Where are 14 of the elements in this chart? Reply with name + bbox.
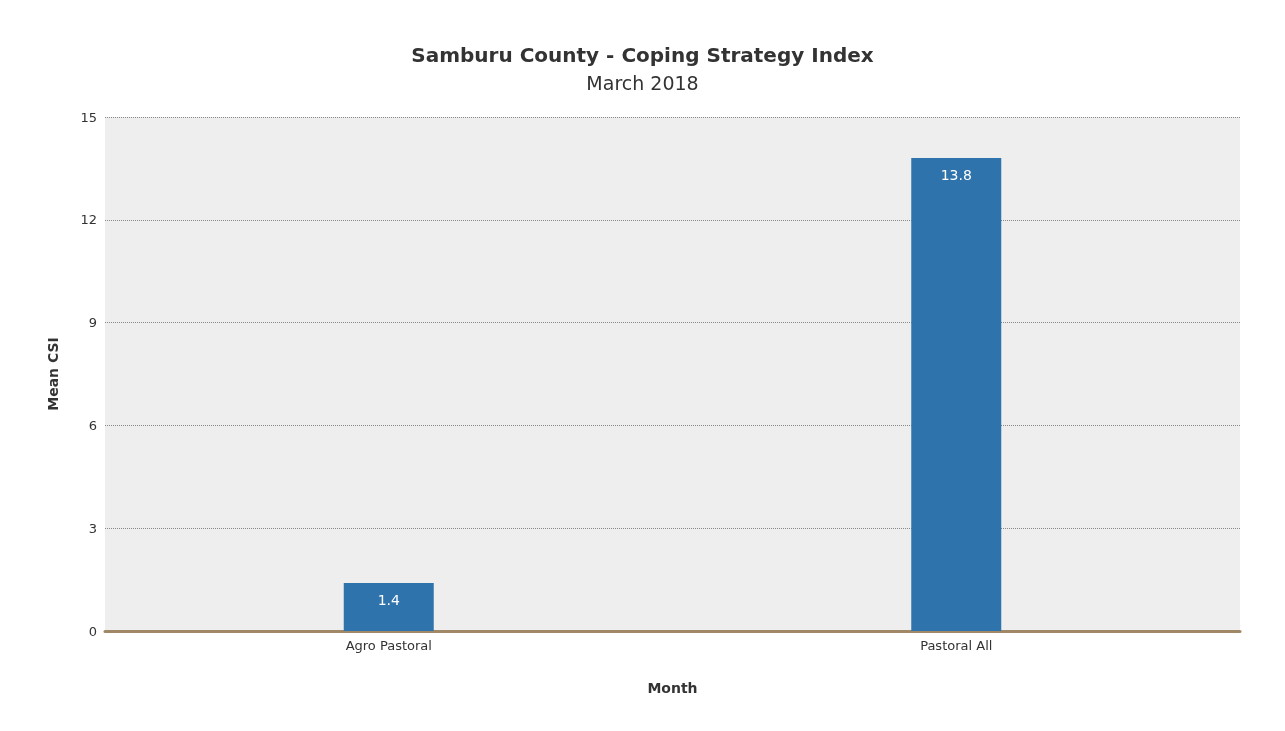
chart-subtitle: March 2018 — [586, 71, 699, 94]
y-axis-title: Mean CSI — [45, 337, 61, 411]
data-label: 1.4 — [377, 592, 400, 609]
x-axis-title: Month — [647, 680, 698, 696]
x-tick-label: Agro Pastoral — [345, 638, 432, 653]
y-tick-label: 3 — [88, 520, 97, 536]
y-tick-label: 0 — [88, 623, 97, 639]
chart-title: Samburu County - Coping Strategy Index — [411, 43, 874, 67]
data-label: 13.8 — [940, 167, 972, 184]
y-tick-label: 9 — [88, 315, 97, 331]
x-tick-label: Pastoral All — [920, 638, 993, 653]
y-tick-label: 6 — [88, 417, 97, 433]
y-tick-label: 12 — [80, 212, 97, 228]
y-tick-label: 15 — [80, 109, 97, 125]
